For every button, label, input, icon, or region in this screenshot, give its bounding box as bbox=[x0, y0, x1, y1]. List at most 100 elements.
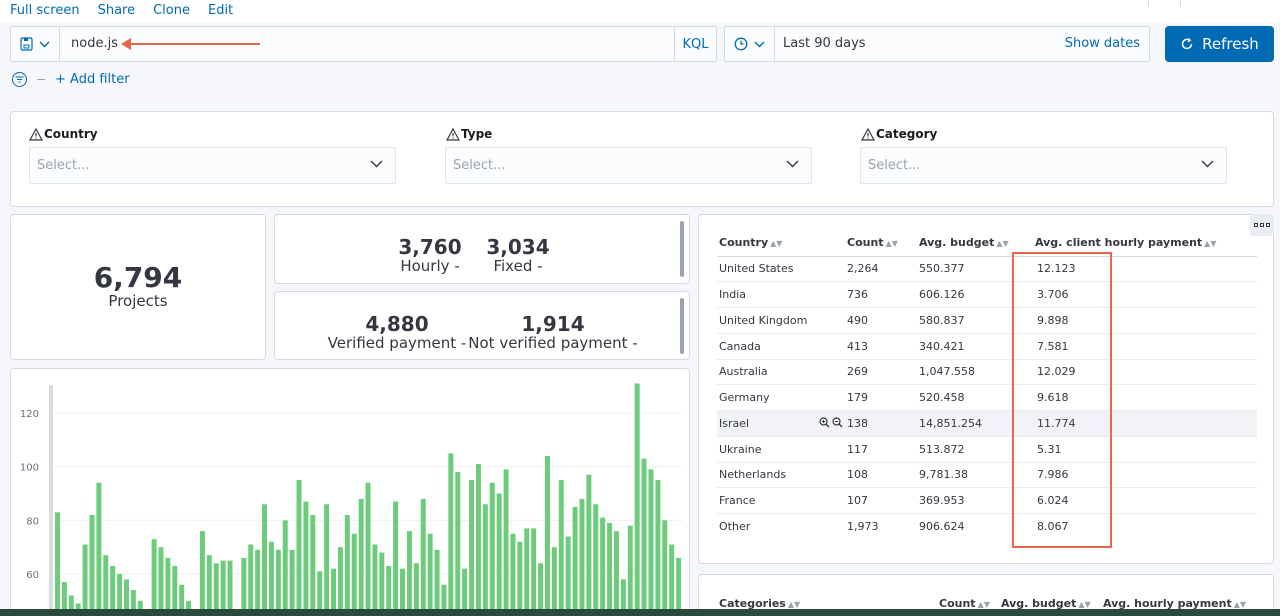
histogram-bar[interactable] bbox=[358, 498, 364, 616]
scrollbar[interactable] bbox=[680, 298, 684, 354]
histogram-bar[interactable] bbox=[648, 469, 654, 616]
share-link[interactable]: Share bbox=[97, 3, 136, 18]
clone-link[interactable]: Clone bbox=[153, 3, 190, 18]
table-row[interactable]: France 107 369.953 6.024 bbox=[717, 487, 1257, 514]
edit-link[interactable]: Edit bbox=[207, 3, 234, 18]
histogram-bar[interactable] bbox=[662, 520, 668, 616]
table-row[interactable]: Netherlands 108 9,781.38 7.986 bbox=[717, 462, 1257, 489]
table-row[interactable]: India 736 606.126 3.706 bbox=[717, 281, 1257, 308]
histogram-bar[interactable] bbox=[220, 560, 226, 616]
histogram-bar[interactable] bbox=[462, 568, 468, 616]
histogram-bar[interactable] bbox=[110, 565, 116, 616]
histogram-bar[interactable] bbox=[496, 493, 502, 616]
histogram-bar[interactable] bbox=[517, 541, 523, 616]
category-select[interactable]: Select... bbox=[860, 147, 1227, 184]
histogram-bar[interactable] bbox=[379, 552, 385, 616]
histogram-bar[interactable] bbox=[137, 600, 143, 616]
histogram-bar[interactable] bbox=[406, 531, 412, 616]
histogram-bar[interactable] bbox=[165, 557, 171, 616]
histogram-bar[interactable] bbox=[227, 560, 233, 616]
histogram-bar[interactable] bbox=[524, 528, 530, 616]
histogram-bar[interactable] bbox=[572, 506, 578, 616]
histogram-bar[interactable] bbox=[365, 482, 371, 616]
column-header-count[interactable]: Count ▲▼ bbox=[847, 230, 919, 257]
histogram-bar[interactable] bbox=[282, 520, 288, 616]
column-header-avg-budget[interactable]: Avg. budget ▲▼ bbox=[1001, 596, 1091, 610]
histogram-bar[interactable] bbox=[634, 383, 640, 616]
table-row[interactable]: United Kingdom 490 580.837 9.898 bbox=[717, 307, 1257, 334]
histogram-bar[interactable] bbox=[434, 549, 440, 616]
histogram-bar[interactable] bbox=[241, 557, 247, 616]
column-header-categories[interactable]: Categories ▲▼ bbox=[719, 596, 801, 610]
histogram-bar[interactable] bbox=[130, 590, 136, 616]
histogram-bar[interactable] bbox=[337, 547, 343, 616]
histogram-bar[interactable] bbox=[55, 512, 60, 616]
histogram-bar[interactable] bbox=[248, 544, 254, 616]
histogram-bar[interactable] bbox=[482, 504, 488, 616]
histogram-bar[interactable] bbox=[544, 455, 550, 616]
histogram-bar[interactable] bbox=[565, 536, 571, 616]
table-row[interactable]: Germany 179 520.458 9.618 bbox=[717, 384, 1257, 411]
table-row[interactable]: Israel 138 14,851.254 11.774 bbox=[717, 410, 1257, 437]
histogram-bar[interactable] bbox=[303, 501, 309, 616]
time-picker[interactable]: Last 90 days Show dates bbox=[724, 26, 1150, 62]
histogram-bar[interactable] bbox=[151, 539, 157, 616]
histogram-bar[interactable] bbox=[489, 482, 495, 616]
country-select[interactable]: Select... bbox=[29, 147, 396, 184]
histogram-bar[interactable] bbox=[620, 579, 626, 616]
histogram-bar[interactable] bbox=[676, 557, 682, 616]
histogram-bar[interactable] bbox=[289, 549, 295, 616]
histogram-bar[interactable] bbox=[558, 480, 564, 616]
histogram-bar[interactable] bbox=[103, 555, 109, 616]
filter-out-value-icon[interactable] bbox=[832, 417, 843, 428]
histogram-bar[interactable] bbox=[441, 584, 447, 616]
histogram-bar[interactable] bbox=[531, 528, 537, 616]
histogram-bar[interactable] bbox=[117, 574, 123, 616]
histogram-bar[interactable] bbox=[420, 498, 426, 616]
time-range-text[interactable]: Last 90 days bbox=[783, 36, 866, 51]
histogram-bar[interactable] bbox=[503, 469, 509, 616]
add-filter-button[interactable]: + Add filter bbox=[55, 72, 130, 87]
histogram-bar[interactable] bbox=[172, 565, 178, 616]
histogram-bar[interactable] bbox=[538, 563, 544, 616]
scrollbar[interactable] bbox=[680, 221, 684, 277]
query-bar[interactable]: node.js KQL bbox=[10, 26, 717, 62]
column-header-country[interactable]: Country ▲▼ bbox=[717, 230, 847, 257]
histogram-bar[interactable] bbox=[427, 533, 433, 616]
column-header-count[interactable]: Count ▲▼ bbox=[939, 596, 990, 610]
histogram-bar[interactable] bbox=[296, 480, 302, 616]
histogram-bar[interactable] bbox=[351, 533, 357, 616]
histogram-bar[interactable] bbox=[586, 474, 592, 616]
saved-query-button[interactable] bbox=[11, 27, 60, 61]
histogram-bar[interactable] bbox=[324, 504, 330, 616]
histogram-bar[interactable] bbox=[61, 582, 67, 616]
histogram-bar[interactable] bbox=[68, 595, 74, 616]
histogram-bar[interactable] bbox=[82, 544, 88, 616]
histogram-bar[interactable] bbox=[469, 480, 475, 616]
histogram-bar[interactable] bbox=[199, 531, 205, 616]
table-row[interactable]: Other 1,973 906.624 8.067 bbox=[719, 520, 1069, 534]
histogram-bar[interactable] bbox=[600, 517, 606, 616]
refresh-button[interactable]: Refresh bbox=[1165, 26, 1274, 62]
histogram-bar[interactable] bbox=[551, 547, 557, 616]
histogram-bar[interactable] bbox=[593, 504, 599, 616]
histogram-bar[interactable] bbox=[641, 458, 647, 616]
histogram-bar[interactable] bbox=[317, 571, 323, 616]
histogram-bar[interactable] bbox=[579, 498, 585, 616]
table-row[interactable]: Canada 413 340.421 7.581 bbox=[717, 333, 1257, 360]
filter-for-value-icon[interactable] bbox=[819, 417, 830, 428]
filter-options-icon[interactable] bbox=[12, 72, 27, 87]
histogram-bar[interactable] bbox=[669, 544, 675, 616]
histogram-bar[interactable] bbox=[344, 514, 350, 616]
histogram-bar[interactable] bbox=[179, 584, 185, 616]
table-row[interactable]: United States 2,264 550.377 12.123 bbox=[717, 256, 1257, 283]
histogram-bar[interactable] bbox=[186, 600, 192, 616]
histogram-bar[interactable] bbox=[331, 568, 337, 616]
table-row[interactable]: Australia 269 1,047.558 12.029 bbox=[717, 359, 1257, 386]
histogram-bar[interactable] bbox=[124, 579, 129, 616]
column-header-avg-hourly-payment[interactable]: Avg. hourly payment ▲▼ bbox=[1103, 596, 1247, 610]
histogram-bar[interactable] bbox=[89, 514, 95, 616]
histogram-bar[interactable] bbox=[96, 482, 102, 616]
histogram-bar[interactable] bbox=[627, 525, 633, 616]
table-row[interactable]: Ukraine 117 513.872 5.31 bbox=[717, 436, 1257, 463]
